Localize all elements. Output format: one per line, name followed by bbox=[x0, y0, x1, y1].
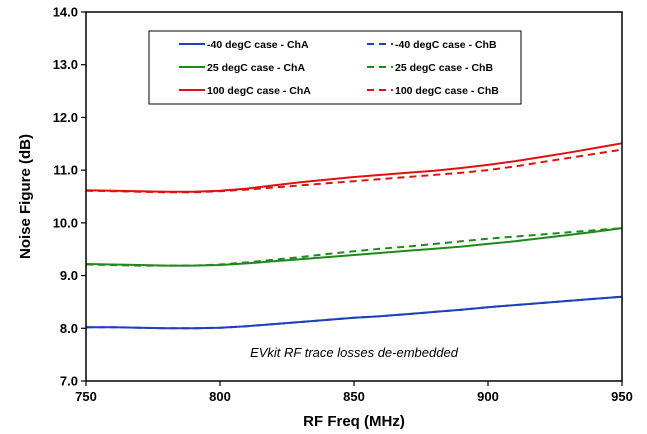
legend-entry-label: 25 degC case - ChA bbox=[207, 62, 305, 74]
series-line-4 bbox=[85, 142, 623, 193]
x-axis-title: RF Freq (MHz) bbox=[303, 413, 405, 430]
legend-entry-label: 25 degC case - ChB bbox=[395, 62, 493, 74]
x-tick-label: 800 bbox=[209, 389, 231, 404]
x-tick-label: 750 bbox=[75, 389, 97, 404]
y-tick-label: 14.0 bbox=[53, 5, 78, 20]
legend: -40 degC case - ChA -40 degC case - ChB 25… bbox=[148, 30, 522, 105]
y-tick-label: 11.0 bbox=[53, 163, 78, 178]
legend-entry-label: 100 degC case - ChB bbox=[395, 85, 499, 97]
series-line-3 bbox=[85, 227, 623, 267]
chart-annotation: EVkit RF trace losses de-embedded bbox=[250, 345, 459, 360]
y-tick-label: 12.0 bbox=[53, 110, 78, 125]
x-tick-label: 900 bbox=[477, 389, 499, 404]
x-tick-label: 950 bbox=[611, 389, 633, 404]
y-tick-label: 10.0 bbox=[53, 215, 78, 230]
legend-entry-label: -40 degC case - ChB bbox=[395, 39, 497, 51]
x-axis-ticks: 750 800 850 900 950 bbox=[75, 381, 633, 404]
y-tick-label: 8.0 bbox=[60, 321, 78, 336]
y-axis-ticks: 7.0 8.0 9.0 10.0 11.0 12.0 13.0 14.0 bbox=[53, 5, 86, 389]
series-line-0 bbox=[86, 295, 623, 330]
x-tick-label: 850 bbox=[343, 389, 365, 404]
series-lines bbox=[85, 142, 623, 330]
plot-frame bbox=[85, 11, 623, 382]
y-tick-label: 9.0 bbox=[60, 268, 78, 283]
y-tick-label: 7.0 bbox=[60, 374, 78, 389]
y-axis-title: Noise Figure (dB) bbox=[17, 134, 34, 259]
legend-box bbox=[148, 30, 522, 105]
series-line-1 bbox=[86, 295, 623, 330]
legend-entry-label: 100 degC case - ChA bbox=[207, 85, 311, 97]
y-tick-label: 13.0 bbox=[53, 57, 78, 72]
legend-entry-label: -40 degC case - ChA bbox=[207, 39, 309, 51]
series-line-5 bbox=[85, 148, 623, 194]
